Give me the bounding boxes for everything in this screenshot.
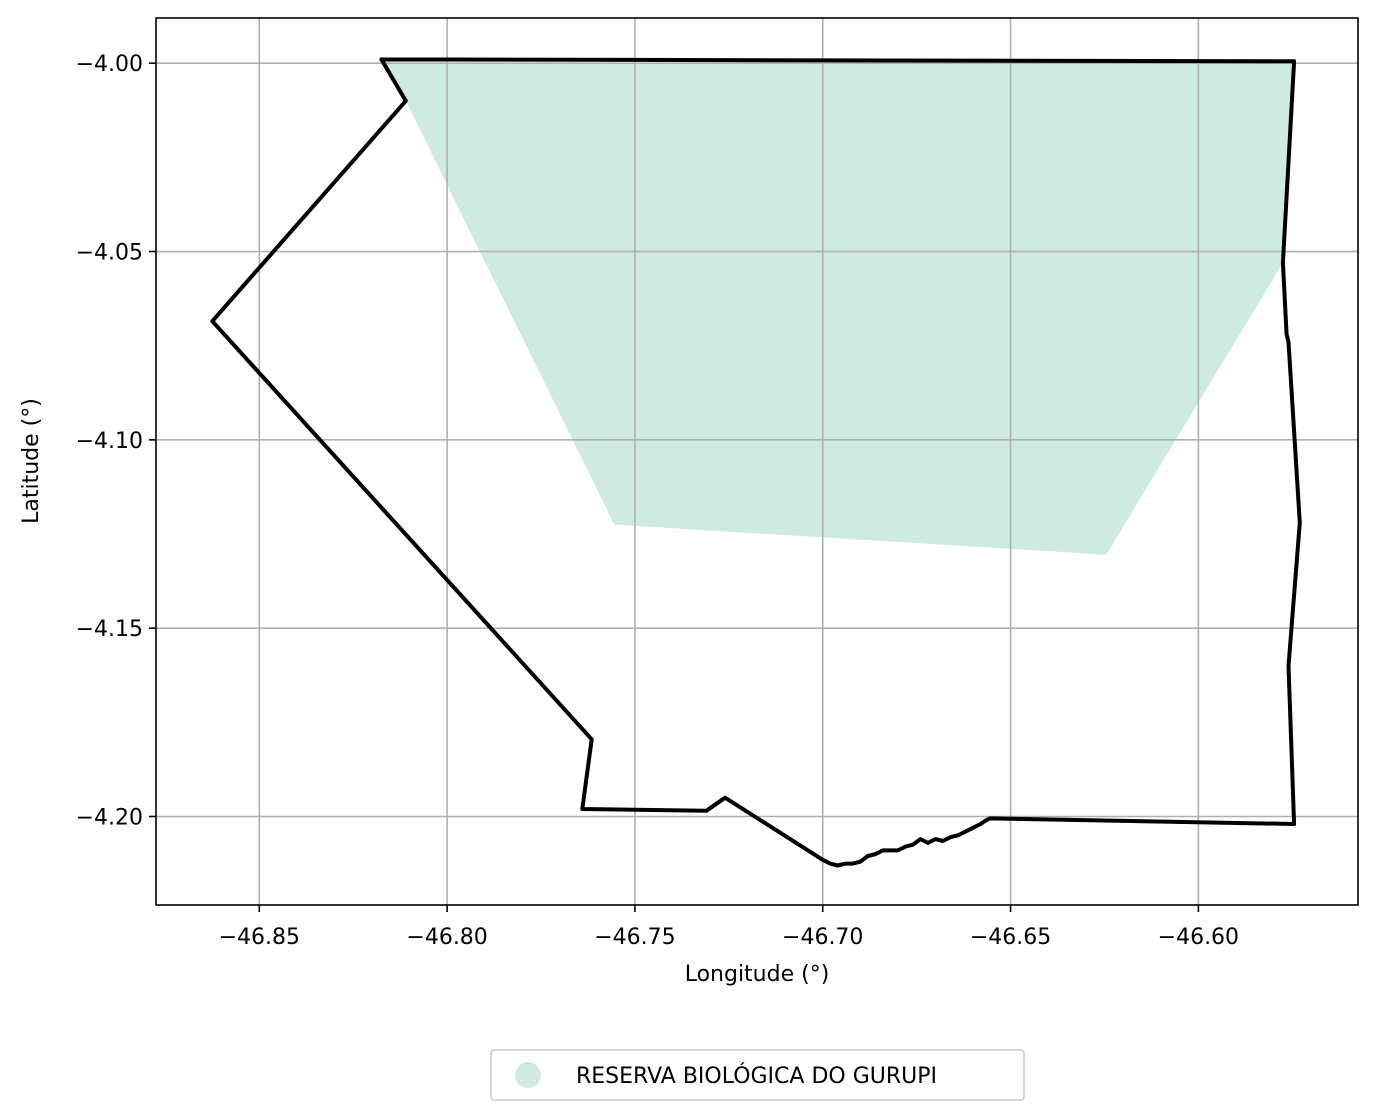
x-tick-label: −46.60: [1158, 925, 1239, 950]
x-axis-label: Longitude (°): [685, 962, 830, 987]
municipality-boundary: [210, 57, 1302, 868]
reserve-layer: [385, 63, 1295, 555]
x-tick-label: −46.85: [219, 925, 300, 950]
reserve-polygon: [385, 63, 1295, 555]
y-axis-ticks: −4.00 −4.05 −4.10 −4.15 −4.20: [76, 52, 156, 830]
legend-marker-reserve: [515, 1062, 541, 1088]
legend: RESERVA BIOLÓGICA DO GURUPI: [490, 1049, 1025, 1101]
legend-box: [490, 1049, 1025, 1101]
plot-area: [155, 17, 1359, 906]
x-tick-label: −46.65: [970, 925, 1051, 950]
boundary-layer: [210, 57, 1302, 868]
y-tick-label: −4.10: [76, 429, 143, 454]
axes-frame: [155, 17, 1359, 906]
grid-layer: [156, 18, 1358, 905]
y-tick-label: −4.00: [76, 52, 143, 77]
y-tick-label: −4.20: [76, 805, 143, 830]
x-tick-label: −46.80: [406, 925, 487, 950]
y-axis-label: Latitude (°): [19, 398, 44, 524]
y-tick-label: −4.15: [76, 617, 143, 642]
x-tick-label: −46.75: [594, 925, 675, 950]
y-tick-label: −4.05: [76, 241, 143, 266]
legend-label-reserve: RESERVA BIOLÓGICA DO GURUPI: [576, 1063, 937, 1089]
x-tick-label: −46.70: [782, 925, 863, 950]
x-axis-ticks: −46.85 −46.80 −46.75 −46.70 −46.65 −46.60: [219, 905, 1239, 950]
